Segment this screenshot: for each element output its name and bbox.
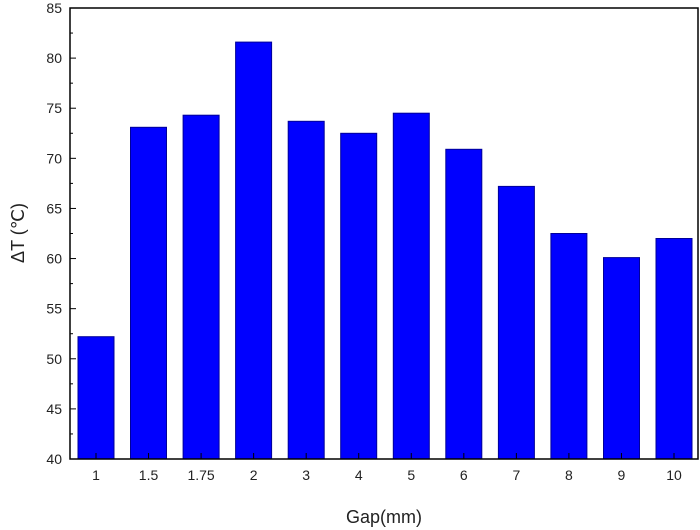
x-tick-label: 1.5 — [139, 467, 159, 483]
y-tick-label: 85 — [46, 0, 62, 16]
bar-4 — [340, 132, 378, 460]
y-tick-label: 55 — [46, 301, 62, 317]
bar-3 — [287, 120, 325, 460]
x-tick-label: 7 — [512, 467, 520, 483]
bar-1.75 — [182, 114, 220, 460]
x-tick-label: 8 — [565, 467, 573, 483]
x-axis-title: Gap(mm) — [346, 507, 422, 527]
x-axis-ticks: 1 1.5 1.75 2 3 4 5 6 7 8 9 10 — [92, 453, 682, 483]
y-tick-label: 70 — [46, 150, 62, 166]
y-tick-label: 60 — [46, 251, 62, 267]
x-tick-label: 1.75 — [187, 467, 214, 483]
x-tick-label: 3 — [302, 467, 310, 483]
bar-7 — [497, 185, 535, 460]
x-tick-label: 4 — [355, 467, 363, 483]
bar-9 — [603, 257, 640, 460]
y-tick-label: 65 — [46, 200, 62, 216]
bar-10 — [655, 238, 693, 460]
x-tick-label: 2 — [250, 467, 258, 483]
y-tick-label: 50 — [46, 351, 62, 367]
bar-1.5 — [130, 126, 167, 460]
x-tick-label: 5 — [407, 467, 415, 483]
x-tick-label: 1 — [92, 467, 100, 483]
x-tick-label: 9 — [618, 467, 626, 483]
y-tick-label: 40 — [46, 451, 62, 467]
y-tick-label: 80 — [46, 50, 62, 66]
x-tick-label: 6 — [460, 467, 468, 483]
y-axis-title: ΔT (℃) — [8, 203, 28, 263]
y-axis-ticks: 40 45 50 55 60 65 70 75 80 85 — [46, 0, 76, 467]
bar-2 — [235, 41, 273, 460]
plot-frame — [69, 7, 699, 460]
y-tick-label: 75 — [46, 100, 62, 116]
x-tick-label: 10 — [666, 467, 682, 483]
y-tick-label: 45 — [46, 401, 62, 417]
bar-8 — [550, 233, 588, 460]
bar-6 — [445, 148, 483, 460]
bar-5 — [392, 112, 430, 460]
bar-1 — [77, 336, 115, 460]
bars-group — [77, 41, 693, 460]
